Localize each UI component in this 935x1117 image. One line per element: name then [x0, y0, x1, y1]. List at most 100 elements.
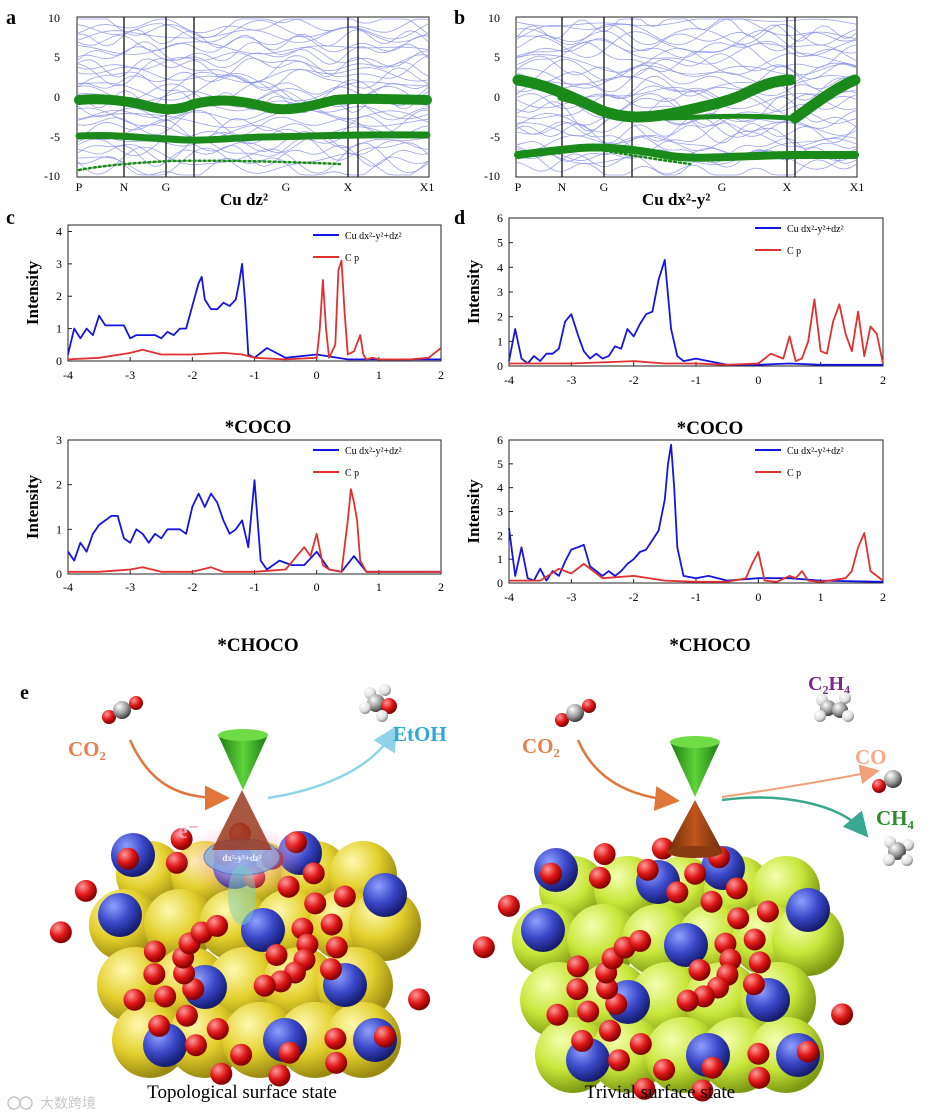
band-line: [516, 120, 857, 153]
band-line: [516, 30, 857, 52]
oxygen-sphere: [206, 914, 229, 937]
band-line: [77, 102, 429, 127]
band-b-ytick: 10: [488, 11, 500, 25]
x-tick-label: -4: [63, 368, 73, 382]
oxygen-sphere: [756, 900, 779, 923]
oxygen-sphere: [210, 1062, 233, 1085]
series-line-c-p: [509, 532, 884, 583]
y-tick-label: 0: [56, 567, 62, 581]
band-a-klabel: N: [120, 180, 129, 194]
band-line: [516, 23, 857, 46]
band-line: [516, 89, 857, 113]
x-tick-label: 1: [376, 368, 382, 382]
series-line-c-p: [68, 488, 441, 573]
band-line: [516, 123, 857, 144]
series-line-c-p: [509, 298, 884, 366]
oxygen-sphere: [636, 858, 659, 881]
oxygen-sphere: [408, 988, 431, 1011]
oxygen-sphere: [333, 885, 356, 908]
co2-adsorption-arrow: [128, 739, 230, 811]
metal-sphere: [241, 908, 285, 952]
etoh-desorption-arrow: [267, 725, 398, 800]
pdos-c-coco: -4 -3 -2 -1 0 1 2 0 1 2 3 4 Intensity Cu dx²-y²+dz² C …: [23, 224, 444, 438]
band-line: [516, 66, 857, 92]
x-tick-label: 1: [818, 590, 824, 604]
trivial-caption: Trivial surface state: [585, 1082, 735, 1103]
y-axis-label: Intensity: [23, 260, 42, 325]
watermark-text: 大数跨境: [40, 1096, 96, 1112]
band-line: [77, 41, 429, 65]
band-b-klabel: G: [718, 180, 727, 194]
trivial-cone-lower: [667, 800, 723, 852]
ch4-molecule: [883, 836, 914, 866]
panel-label-c: c: [6, 207, 15, 229]
band-b-klabel: X: [783, 180, 792, 194]
y-tick-label: 6: [497, 211, 503, 225]
band-panel-b: 10 5 0 -5 -10 P N G G X X1 Cu dx²-y²: [484, 11, 864, 209]
band-line: [77, 71, 429, 96]
oxygen-sphere: [320, 913, 343, 936]
band-a-ytick: 10: [48, 11, 60, 25]
c2h4-label: C₂H₄: [808, 673, 850, 695]
topological-scene: dx²-y²+dz² e⁻ CO₂ EtOH Topological surfa…: [49, 684, 447, 1103]
oxygen-sphere: [325, 936, 348, 959]
band-a-ytick: 5: [54, 50, 60, 64]
oxygen-sphere: [74, 879, 97, 902]
y-tick-label: 4: [497, 481, 503, 495]
band-line: [516, 48, 857, 75]
panel-label-d: d: [454, 207, 465, 229]
band-a-ytick: -10: [44, 169, 60, 183]
oxygen-sphere: [373, 1025, 396, 1048]
metal-sphere: [363, 873, 407, 917]
oxygen-sphere: [743, 928, 766, 951]
band-b-y-ticks: 10 5 0 -5 -10: [484, 11, 500, 183]
legend-label: C p: [787, 246, 801, 257]
band-b-ytick: -10: [484, 169, 500, 183]
co2-molecule-right: [555, 699, 596, 727]
chart-caption: *CHOCO: [217, 635, 298, 656]
band-b-klabel: P: [515, 180, 522, 194]
y-tick-label: 0: [56, 354, 62, 368]
oxygen-sphere: [497, 894, 520, 917]
plot-frame: [67, 224, 442, 362]
oxygen-sphere: [472, 936, 495, 959]
oxygen-sphere: [651, 837, 674, 860]
legend-label: Cu dx²-y²+dz²: [787, 446, 844, 457]
oxygen-sphere: [253, 974, 276, 997]
band-line: [77, 142, 429, 175]
x-tick-label: -2: [629, 373, 639, 387]
x-tick-label: 0: [314, 368, 320, 382]
oxygen-sphere: [676, 989, 699, 1012]
series-line-cu-d: [508, 259, 883, 366]
band-line: [77, 109, 428, 136]
band-line: [77, 147, 429, 176]
band-line: [516, 110, 857, 137]
band-a-klabel: X1: [420, 180, 435, 194]
y-tick-label: 0: [497, 359, 503, 373]
oxygen-sphere: [566, 978, 589, 1001]
oxygen-sphere: [123, 988, 146, 1011]
band-line: [516, 18, 857, 45]
oxygen-sphere: [117, 847, 140, 870]
oxygen-sphere: [577, 1000, 600, 1023]
fermi-cone-top: [218, 729, 268, 741]
oxygen-sphere: [143, 963, 166, 986]
band-line: [516, 39, 857, 65]
oxygen-sphere: [629, 1032, 652, 1055]
oxygen-sphere: [596, 977, 619, 1000]
band-line: [78, 18, 429, 39]
x-tick-label: 0: [314, 580, 320, 594]
watermark-logo-icon: [19, 1096, 33, 1110]
oxygen-sphere: [546, 1003, 569, 1026]
oxygen-sphere: [593, 843, 616, 866]
band-line: [77, 115, 429, 141]
band-b-k-labels: P N G G X X1: [515, 180, 865, 194]
x-tick-label: -4: [504, 373, 514, 387]
y-tick-label: 0: [497, 576, 503, 590]
band-a-ytick: -5: [50, 130, 60, 144]
band-a-y-ticks: 10 5 0 -5 -10: [44, 11, 60, 183]
watermark: 大数跨境: [7, 1096, 96, 1112]
band-a-klabel: P: [76, 180, 83, 194]
pdos-d-choco: -4 -3 -2 -1 0 1 2 0 1 2 3 4 5 6 Intensity Cu dx²-y²+dz²…: [464, 433, 886, 656]
